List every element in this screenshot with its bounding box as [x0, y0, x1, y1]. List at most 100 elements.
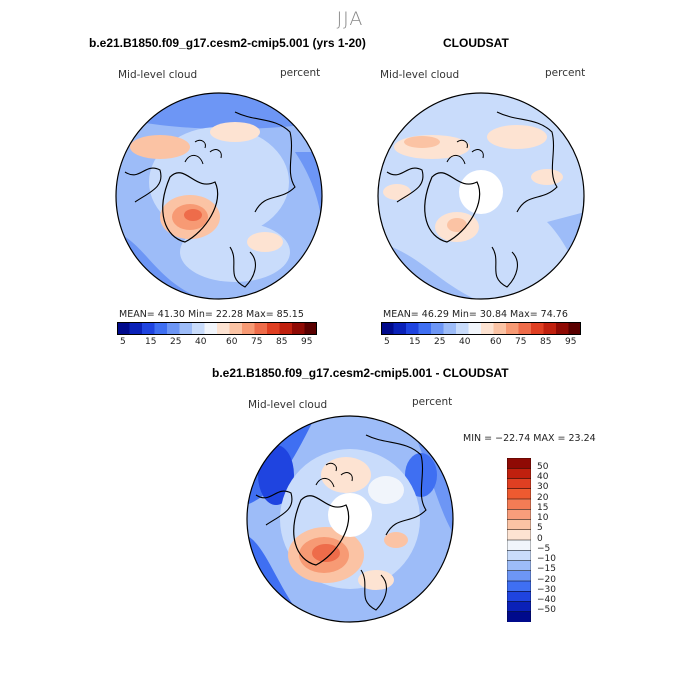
colorbar-swatch	[507, 478, 531, 490]
colorbar-tick: 5	[537, 523, 543, 533]
colorbar-swatch	[481, 322, 494, 335]
colorbar-tick: 40	[537, 472, 549, 482]
colorbar-swatch	[304, 322, 317, 335]
colorbar-swatch	[393, 322, 407, 335]
colorbar-swatch	[406, 322, 419, 335]
colorbar-swatch	[507, 519, 531, 531]
difference-units-label: percent	[412, 396, 453, 408]
difference-colorbar	[507, 458, 531, 622]
colorbar-swatch	[192, 322, 205, 335]
colorbar-swatch	[507, 601, 531, 613]
colorbar-swatch	[531, 322, 544, 335]
cloudsat-colorbar-ticks: 5 15 25 40 60 75 85 95	[381, 337, 581, 349]
colorbar-swatch	[507, 611, 531, 622]
colorbar-swatch	[279, 322, 293, 335]
season-title: JJA	[336, 8, 364, 30]
colorbar-swatch	[381, 322, 394, 335]
model-stats: MEAN= 41.30 Min= 22.28 Max= 85.15	[119, 309, 304, 320]
colorbar-swatch	[418, 322, 432, 335]
colorbar-tick: −40	[537, 595, 556, 605]
colorbar-swatch	[507, 498, 531, 510]
colorbar-tick: 25	[434, 337, 446, 347]
colorbar-swatch	[507, 591, 531, 603]
colorbar-tick: −50	[537, 605, 556, 615]
colorbar-tick: −20	[537, 575, 556, 585]
colorbar-swatch	[518, 322, 532, 335]
colorbar-tick: 20	[537, 493, 549, 503]
model-colorbar-ticks: 5 15 25 40 60 75 85 95	[117, 337, 317, 349]
colorbar-tick: 15	[537, 503, 549, 513]
colorbar-tick: 85	[540, 337, 552, 347]
difference-minmax: MIN = −22.74 MAX = 23.24	[463, 433, 596, 444]
colorbar-swatch	[217, 322, 230, 335]
colorbar-tick: 50	[537, 462, 549, 472]
colorbar-swatch	[456, 322, 469, 335]
colorbar-swatch	[204, 322, 218, 335]
colorbar-swatch	[507, 458, 531, 469]
colorbar-tick: 5	[120, 337, 126, 347]
colorbar-tick: −5	[537, 544, 551, 554]
cloudsat-panel-title: CLOUDSAT	[443, 36, 509, 50]
colorbar-swatch	[468, 322, 482, 335]
colorbar-tick: −30	[537, 585, 556, 595]
colorbar-swatch	[242, 322, 255, 335]
colorbar-swatch	[129, 322, 143, 335]
colorbar-swatch	[543, 322, 557, 335]
model-polar-map	[115, 92, 323, 300]
difference-panel-title: b.e21.B1850.f09_g17.cesm2-cmip5.001 - CL…	[212, 366, 509, 380]
model-panel-title: b.e21.B1850.f09_g17.cesm2-cmip5.001 (yrs…	[89, 36, 366, 50]
colorbar-swatch	[267, 322, 280, 335]
colorbar-tick: 75	[251, 337, 263, 347]
colorbar-swatch	[507, 539, 531, 551]
colorbar-swatch	[142, 322, 155, 335]
colorbar-swatch	[154, 322, 168, 335]
cloudsat-variable-label: Mid-level cloud	[380, 69, 460, 81]
colorbar-swatch	[507, 488, 531, 500]
colorbar-swatch	[431, 322, 444, 335]
colorbar-swatch	[507, 509, 531, 521]
colorbar-tick: 30	[537, 482, 549, 492]
colorbar-border	[117, 322, 317, 335]
colorbar-swatch	[568, 322, 581, 335]
colorbar-swatch	[229, 322, 243, 335]
colorbar-tick: 85	[276, 337, 288, 347]
colorbar-swatch	[507, 580, 531, 592]
colorbar-tick: 60	[490, 337, 502, 347]
cloudsat-stats: MEAN= 46.29 Min= 30.84 Max= 74.76	[383, 309, 568, 320]
cloudsat-polar-map	[377, 92, 585, 300]
colorbar-swatch	[117, 322, 130, 335]
colorbar-swatch	[507, 550, 531, 562]
colorbar-swatch	[507, 529, 531, 541]
colorbar-swatch	[556, 322, 569, 335]
cloudsat-colorbar	[381, 322, 581, 335]
colorbar-swatch	[254, 322, 268, 335]
model-colorbar	[117, 322, 317, 335]
colorbar-tick: 40	[459, 337, 471, 347]
model-units-label: percent	[280, 67, 321, 79]
difference-variable-label: Mid-level cloud	[248, 399, 328, 411]
colorbar-tick: −10	[537, 554, 556, 564]
colorbar-tick: 95	[565, 337, 577, 347]
colorbar-tick: 15	[409, 337, 421, 347]
colorbar-tick: 60	[226, 337, 238, 347]
colorbar-swatch	[292, 322, 305, 335]
colorbar-tick: 15	[145, 337, 157, 347]
model-variable-label: Mid-level cloud	[118, 69, 198, 81]
colorbar-swatch	[179, 322, 193, 335]
colorbar-tick: 95	[301, 337, 313, 347]
colorbar-border	[381, 322, 581, 335]
colorbar-tick: 40	[195, 337, 207, 347]
colorbar-tick: 75	[515, 337, 527, 347]
cloudsat-units-label: percent	[545, 67, 586, 79]
colorbar-swatch	[507, 468, 531, 480]
colorbar-tick: 5	[384, 337, 390, 347]
difference-colorbar-ticks: 50 40 30 20 15 10 5 0 −5 −10 −15 −20 −30…	[537, 458, 577, 628]
difference-polar-map	[246, 415, 454, 623]
colorbar-swatch	[443, 322, 457, 335]
colorbar-tick: 10	[537, 513, 549, 523]
colorbar-tick: 25	[170, 337, 182, 347]
colorbar-swatch	[167, 322, 180, 335]
colorbar-swatch	[507, 560, 531, 572]
colorbar-tick: −15	[537, 564, 556, 574]
colorbar-tick: 0	[537, 534, 543, 544]
